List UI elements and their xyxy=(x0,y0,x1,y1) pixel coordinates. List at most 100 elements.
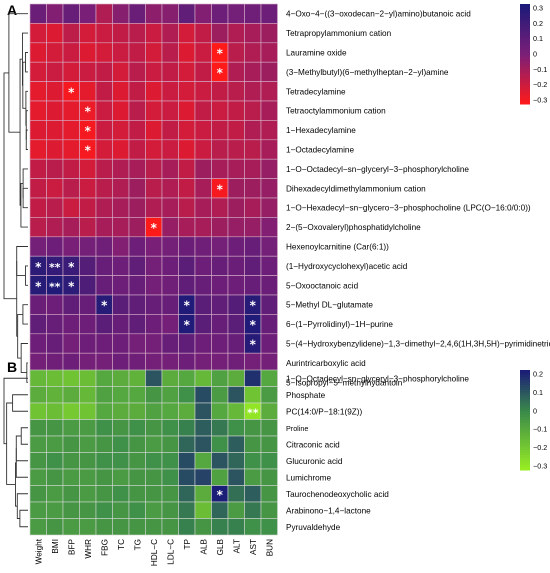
heatmap-cell xyxy=(128,120,146,141)
dendrogram-branch xyxy=(25,52,28,73)
heatmap-cell xyxy=(46,236,64,257)
heatmap-cell xyxy=(46,120,64,141)
heatmap-cell xyxy=(178,468,196,486)
heatmap-cell xyxy=(128,294,146,315)
heatmap-cell xyxy=(260,435,278,453)
significance-marker: * xyxy=(35,279,42,293)
heatmap-cell xyxy=(79,158,97,179)
significance-marker: * xyxy=(250,299,257,313)
heatmap-cell xyxy=(244,217,262,238)
heatmap-cell xyxy=(145,275,163,296)
heatmap-cell xyxy=(128,402,146,420)
significance-marker: * xyxy=(250,318,257,332)
heatmap-cell xyxy=(161,275,179,296)
heatmap-cell xyxy=(112,81,130,102)
heatmap-cell xyxy=(95,61,113,82)
heatmap-cell xyxy=(145,501,163,519)
dendrogram-branch xyxy=(19,58,23,206)
column-label: TP xyxy=(183,538,192,549)
legend-swatch xyxy=(520,71,530,75)
heatmap-cell xyxy=(211,518,229,536)
legend-swatch xyxy=(520,417,530,421)
heatmap-cell xyxy=(95,468,113,486)
heatmap-cell xyxy=(46,139,64,160)
heatmap-cell xyxy=(260,42,278,63)
heatmap-cell xyxy=(112,178,130,199)
dendrogram-branch xyxy=(20,427,28,445)
legend-swatch xyxy=(520,4,530,7)
heatmap-cell xyxy=(95,452,113,470)
heatmap-cell xyxy=(145,369,163,387)
legend-swatch xyxy=(520,387,530,391)
heatmap-cell xyxy=(227,275,245,296)
heatmap-cell xyxy=(161,452,179,470)
legend-swatch xyxy=(520,6,530,10)
heatmap-cell xyxy=(178,23,196,44)
legend-swatch xyxy=(520,412,530,416)
heatmap-cell xyxy=(211,3,229,24)
legend-tick-label: 0 xyxy=(533,406,537,415)
heatmap-cell xyxy=(145,314,163,335)
dendrogram-branch xyxy=(3,72,17,300)
legend-swatch xyxy=(520,402,530,406)
heatmap-cell xyxy=(128,255,146,276)
heatmap-cell xyxy=(29,158,47,179)
heatmap-cell xyxy=(260,333,278,354)
heatmap-cell xyxy=(211,120,229,141)
heatmap-cell xyxy=(29,61,47,82)
row-label: 1−O−Hexadecyl−sn−glycero−3−phosphocholin… xyxy=(286,204,531,213)
heatmap-cell xyxy=(95,485,113,503)
heatmap-cell xyxy=(79,485,97,503)
heatmap-cell xyxy=(194,236,212,257)
heatmap-cell xyxy=(211,369,229,387)
heatmap-cell xyxy=(161,255,179,276)
heatmap-cell xyxy=(178,42,196,63)
heatmap-cell xyxy=(128,139,146,160)
legend-swatch xyxy=(520,49,530,52)
column-label: BFP xyxy=(67,538,76,554)
significance-marker: * xyxy=(101,299,108,313)
row-label: (1−Hydroxycyclohexyl)acetic acid xyxy=(286,262,408,271)
heatmap-cell xyxy=(128,23,146,44)
heatmap-cell xyxy=(260,255,278,276)
heatmap-cell xyxy=(145,178,163,199)
column-label: BMI xyxy=(51,539,60,554)
heatmap-cell xyxy=(112,369,130,387)
heatmap-cell xyxy=(178,61,196,82)
heatmap-cell xyxy=(128,369,146,387)
heatmap-cell xyxy=(62,369,80,387)
heatmap-cell xyxy=(211,23,229,44)
heatmap-cell xyxy=(244,468,262,486)
legend-swatch xyxy=(520,395,530,398)
heatmap-cell xyxy=(178,369,196,387)
row-label: 1−O−Octadecyl−sn−glyceryl−3−phosphorylch… xyxy=(286,165,469,174)
heatmap-cell xyxy=(29,419,47,437)
dendrogram-branch xyxy=(12,394,28,412)
heatmap-cell xyxy=(62,333,80,354)
legend-swatch xyxy=(520,377,530,381)
heatmap-cell xyxy=(29,178,47,199)
heatmap-cell xyxy=(46,178,64,199)
heatmap-cell xyxy=(95,314,113,335)
heatmap-cell xyxy=(79,386,97,404)
heatmap-cell xyxy=(112,236,130,257)
heatmap-cell xyxy=(211,352,229,373)
legend-swatch xyxy=(520,99,530,102)
legend-swatch xyxy=(520,84,530,87)
legend-swatch xyxy=(520,392,530,396)
heatmap-cell xyxy=(194,158,212,179)
row-label: 5−(4−Hydroxybenzylidene)−1,3−dimethyl−2,… xyxy=(286,340,550,349)
row-label: Lumichrome xyxy=(286,473,331,482)
heatmap-cell xyxy=(46,61,64,82)
heatmap-cell xyxy=(178,501,196,519)
significance-marker: * xyxy=(184,318,191,332)
heatmap-cell xyxy=(161,294,179,315)
row-label: Glucuronic acid xyxy=(286,457,343,466)
heatmap-cell xyxy=(260,23,278,44)
heatmap-cell xyxy=(95,419,113,437)
heatmap-cell xyxy=(79,518,97,536)
heatmap-cell xyxy=(244,61,262,82)
heatmap-cell xyxy=(62,468,80,486)
heatmap-cell xyxy=(112,61,130,82)
